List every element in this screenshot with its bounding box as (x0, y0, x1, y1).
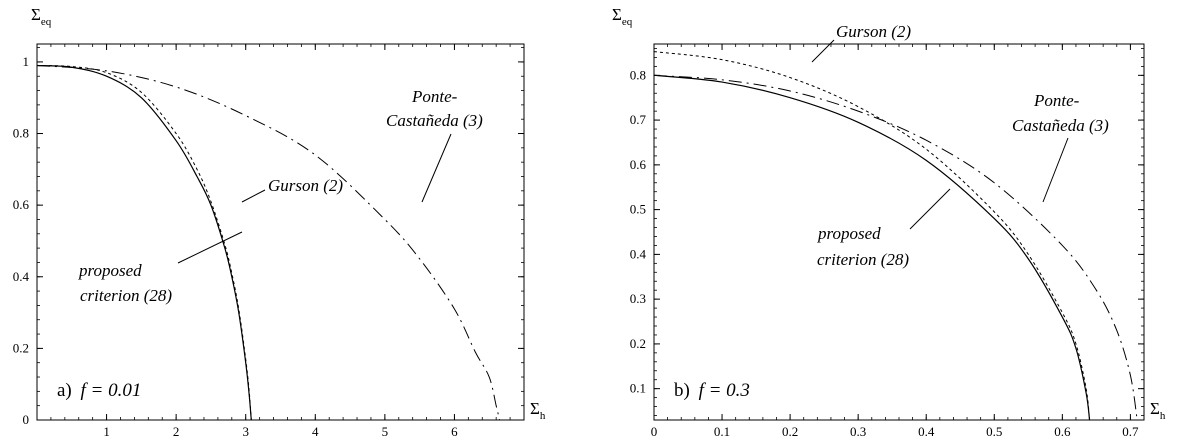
annotation-leader-gurson (811, 39, 835, 63)
annotation-gurson: Gurson (2) (836, 22, 911, 41)
y-tick-label: 0.8 (13, 126, 29, 141)
x-tick-label: 1 (103, 424, 110, 437)
annotation-proposed-line1: proposed (817, 224, 881, 243)
x-tick-label: 3 (242, 424, 249, 437)
y-tick-label: 0.4 (13, 269, 30, 284)
annotation-leader-proposed (909, 188, 951, 230)
x-tick-label: 0 (651, 424, 658, 437)
series-line-ponte-casta-eda-3 (36, 64, 501, 421)
series-group (36, 64, 501, 421)
panel-b: 0 0.1 0.2 0.3 0.4 0.5 0.6 0.7 0.10.20.30.40.50.… (612, 5, 1166, 437)
y-tick-label: 0 (23, 412, 30, 427)
series-line-proposed-criterion-28 (653, 74, 1091, 421)
plot-frame (36, 43, 525, 421)
axis-ticks (653, 44, 1145, 420)
y-tick-label: 0.4 (630, 246, 647, 261)
annotation-ponte-line2: Castañeda (3) (1012, 116, 1109, 135)
y-tick-label: 0.5 (630, 202, 646, 217)
y-tick-label: 1 (23, 54, 30, 69)
series-group (653, 51, 1138, 421)
x-axis-label: Σh (530, 399, 546, 422)
x-tick-label: 2 (173, 424, 180, 437)
series-line-ponte-casta-eda-3 (653, 74, 1138, 421)
axis-ticks (36, 44, 525, 421)
annotation-gurson: Gurson (2) (268, 176, 343, 195)
panel-label: b) f = 0.3 (674, 380, 750, 401)
x-tick-label: 0.2 (782, 424, 798, 437)
y-axis-label: Σeq (612, 5, 633, 28)
y-tick-label: 0.2 (13, 340, 29, 355)
annotation-ponte-line1: Ponte- (1033, 91, 1080, 110)
x-tick-label: 0.5 (986, 424, 1002, 437)
y-tick-label: 0.1 (630, 381, 646, 396)
x-tick-label: 0.1 (714, 424, 730, 437)
series-line-gurson-2 (36, 64, 252, 421)
annotation-proposed-line1: proposed (78, 261, 142, 280)
y-axis-label: Σeq (31, 5, 52, 28)
x-tick-label: 0.7 (1122, 424, 1139, 437)
annotation-ponte-line2: Castañeda (3) (386, 111, 483, 130)
series-line-gurson-2 (653, 51, 1091, 421)
y-tick-labels: 0 0.2 0.4 0.6 0.8 1 (13, 54, 30, 427)
x-tick-label: 4 (312, 424, 319, 437)
x-tick-labels: 0 0.1 0.2 0.3 0.4 0.5 0.6 0.7 (651, 424, 1139, 437)
y-tick-label: 0.7 (630, 112, 647, 127)
y-tick-label: 0.8 (630, 67, 646, 82)
annotation-leader-ponte (421, 133, 452, 203)
x-tick-label: 0.3 (850, 424, 866, 437)
x-tick-label: 5 (382, 424, 389, 437)
annotation-leader-gurson (241, 189, 266, 203)
annotation-leader-proposed (177, 231, 243, 264)
y-tick-labels: 0.1 0.2 0.3 0.4 0.5 0.6 0.7 0.8 (630, 67, 647, 395)
annotation-proposed-line2: criterion (28) (817, 250, 909, 269)
annotation-ponte-line1: Ponte- (411, 87, 458, 106)
annotation-leader-ponte (1042, 137, 1069, 203)
y-tick-label: 0.3 (630, 291, 646, 306)
x-tick-label: 6 (451, 424, 458, 437)
x-tick-label: 0.6 (1054, 424, 1071, 437)
series-line-proposed-criterion-28 (36, 64, 252, 421)
x-tick-label: 0.4 (918, 424, 935, 437)
y-tick-label: 0.6 (630, 157, 647, 172)
x-tick-labels: 1 2 3 4 5 6 (103, 424, 458, 437)
y-tick-label: 0.2 (630, 336, 646, 351)
x-axis-label: Σh (1150, 399, 1166, 422)
panel-label: a) f = 0.01 (57, 380, 141, 401)
annotation-proposed-line2: criterion (28) (80, 286, 172, 305)
panel-a: 1 2 3 4 5 6 0 0.2 0.4 0.6 0.8 1 Σeq Σh a) f = 0.01… (13, 5, 546, 437)
y-tick-label: 0.6 (13, 197, 30, 212)
